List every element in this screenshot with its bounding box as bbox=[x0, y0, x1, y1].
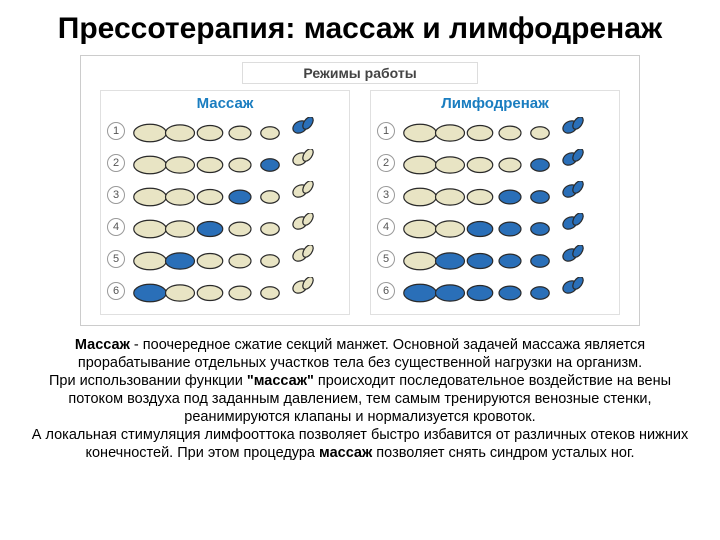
panel-massage-title: Массаж bbox=[107, 95, 343, 112]
leg-row: 2 bbox=[107, 148, 343, 178]
panel-lymph-rows: 1 2 3 4 5 6 bbox=[377, 116, 613, 306]
diagram-container: Режимы работы Массаж 1 2 3 4 5 6 Лимфодренаж … bbox=[80, 55, 640, 326]
leg-row: 1 bbox=[107, 116, 343, 146]
row-index: 2 bbox=[107, 154, 125, 172]
row-index: 4 bbox=[377, 218, 395, 236]
row-index: 3 bbox=[107, 186, 125, 204]
leg-row: 2 bbox=[377, 148, 613, 178]
panel-massage-rows: 1 2 3 4 5 6 bbox=[107, 116, 343, 306]
bold-term: Массаж bbox=[75, 337, 130, 353]
row-index: 6 bbox=[377, 282, 395, 300]
row-index: 5 bbox=[107, 250, 125, 268]
leg-row: 5 bbox=[377, 244, 613, 274]
row-index: 4 bbox=[107, 218, 125, 236]
row-index: 2 bbox=[377, 154, 395, 172]
page-title: Прессотерапия: массаж и лимфодренаж bbox=[0, 0, 720, 55]
row-index: 1 bbox=[377, 122, 395, 140]
bold-term: "массаж" bbox=[247, 373, 314, 389]
panel-lymph: Лимфодренаж 1 2 3 4 5 6 bbox=[370, 90, 620, 315]
leg-row: 6 bbox=[107, 276, 343, 306]
row-index: 5 bbox=[377, 250, 395, 268]
leg-row: 4 bbox=[377, 212, 613, 242]
leg-row: 3 bbox=[377, 180, 613, 210]
panels-row: Массаж 1 2 3 4 5 6 Лимфодренаж 1 2 3 4 5 6 bbox=[91, 90, 629, 315]
row-index: 1 bbox=[107, 122, 125, 140]
panel-massage: Массаж 1 2 3 4 5 6 bbox=[100, 90, 350, 315]
row-index: 6 bbox=[107, 282, 125, 300]
modes-header-label: Режимы работы bbox=[242, 62, 477, 84]
bold-term: массаж bbox=[319, 445, 372, 461]
panel-lymph-title: Лимфодренаж bbox=[377, 95, 613, 112]
leg-row: 6 bbox=[377, 276, 613, 306]
leg-row: 3 bbox=[107, 180, 343, 210]
desc-run: - поочередное сжатие секций манжет. Осно… bbox=[78, 337, 645, 371]
desc-run: При использовании функции bbox=[49, 373, 247, 389]
description-text: Массаж - поочередное сжатие секций манже… bbox=[0, 326, 720, 463]
desc-run: позволяет снять синдром усталых ног. bbox=[372, 445, 634, 461]
leg-row: 4 bbox=[107, 212, 343, 242]
leg-row: 5 bbox=[107, 244, 343, 274]
row-index: 3 bbox=[377, 186, 395, 204]
leg-row: 1 bbox=[377, 116, 613, 146]
